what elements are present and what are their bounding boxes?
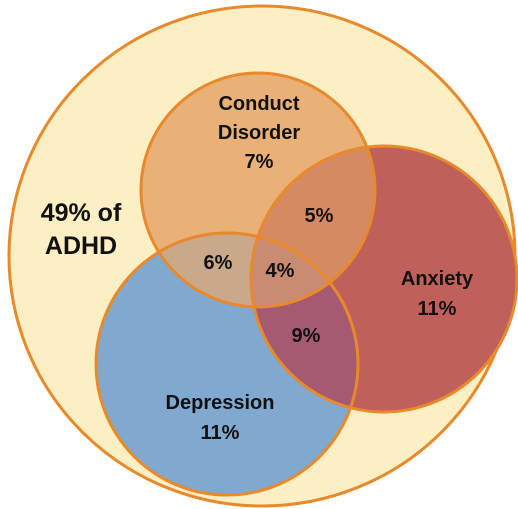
- overlap-all-three-value: 4%: [266, 260, 295, 282]
- overlap-anxiety-depression: [251, 233, 358, 412]
- overlap-conduct-anxiety-value: 5%: [305, 205, 334, 227]
- conduct-disorder-label-line2: Disorder: [218, 122, 300, 144]
- adhd-label-line2: ADHD: [45, 232, 117, 260]
- overlap-conduct-depression-value: 6%: [204, 252, 233, 274]
- depression-label: Depression: [166, 392, 275, 414]
- conduct-disorder-value: 7%: [245, 151, 274, 173]
- overlap-anxiety-depression-value: 9%: [292, 325, 321, 347]
- adhd-label-line1: 49% of: [41, 199, 122, 227]
- conduct-disorder-outline: [139, 71, 377, 309]
- conduct-disorder-label-line1: Conduct: [218, 93, 299, 115]
- anxiety-outline: [249, 144, 518, 414]
- depression-outline: [94, 231, 360, 497]
- anxiety-value: 11%: [418, 298, 457, 320]
- depression-value: 11%: [201, 422, 240, 444]
- anxiety-label: Anxiety: [401, 268, 474, 290]
